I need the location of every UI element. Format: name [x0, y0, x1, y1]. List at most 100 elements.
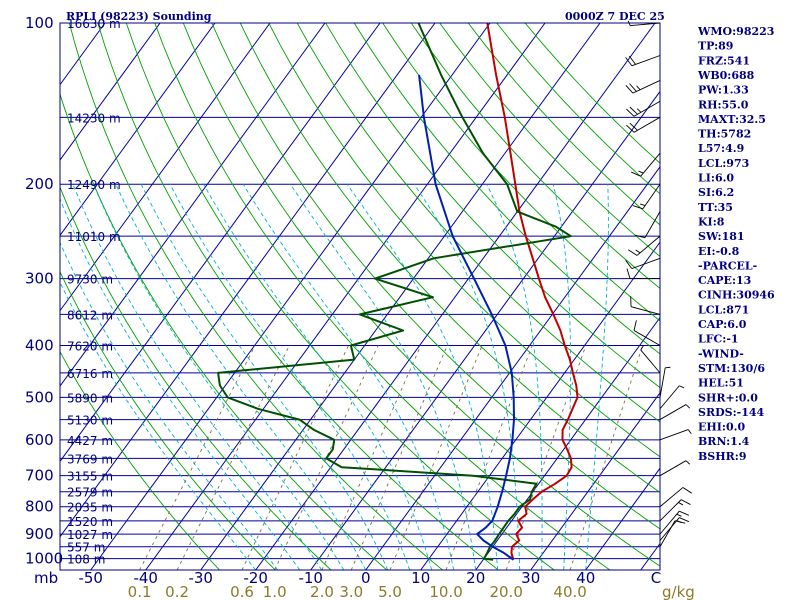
- height-label: 557 m: [67, 541, 105, 555]
- moist-adiabat-line: [72, 184, 323, 570]
- moist-adiabat-line: [290, 183, 477, 570]
- wind-barb: [659, 404, 691, 420]
- wind-barb-feather: [628, 249, 638, 256]
- height-label: 14230 m: [67, 111, 121, 125]
- temperature-tick-label: 0: [361, 569, 371, 587]
- dry-adiabat-line: [125, 23, 555, 570]
- mixing-ratio-label: 10.0: [429, 583, 462, 600]
- isotherm-line: [60, 23, 326, 387]
- dry-adiabat-line: [239, 23, 660, 494]
- pressure-tick-label: 100: [25, 14, 54, 32]
- temperature-tick-label: -50: [78, 569, 103, 587]
- wind-barb-half-feather: [679, 385, 685, 389]
- index-line: BSHR:9: [698, 450, 747, 463]
- height-label: 8612 m: [67, 308, 113, 322]
- wind-barb: [632, 183, 661, 210]
- isotherm-line: [365, 166, 660, 570]
- wind-barb: [625, 55, 661, 67]
- isotherm-line: [475, 316, 660, 570]
- height-label: 2035 m: [67, 501, 113, 515]
- height-label: 1027 m: [67, 528, 113, 542]
- wind-barb-feather: [634, 234, 646, 239]
- wind-barb-half-feather: [678, 502, 684, 506]
- wind-barb: [626, 100, 661, 117]
- wind-barb-half-feather: [685, 404, 691, 409]
- wind-barb-staff: [630, 306, 661, 315]
- wind-barb-half-feather: [627, 20, 631, 26]
- wind-barb: [659, 510, 690, 535]
- moist-adiabat-line: [242, 183, 455, 570]
- pressure-tick-label: 800: [25, 498, 54, 516]
- index-line: CINH:30946: [698, 289, 775, 302]
- height-label: 7620 m: [67, 339, 113, 353]
- index-line: FRZ:541: [698, 54, 750, 67]
- wind-barb-staff: [640, 349, 661, 374]
- index-line: SHR+:0.0: [698, 391, 758, 404]
- wind-barb: [659, 460, 691, 477]
- isotherm-line: [60, 23, 436, 538]
- height-label: 5890 m: [67, 391, 113, 405]
- wind-barb-staff: [640, 152, 661, 177]
- wind-barbs-layer: [625, 20, 692, 547]
- pressure-tick-label: 500: [25, 388, 54, 406]
- wind-barb-staff: [659, 404, 687, 420]
- index-line: PW:1.33: [698, 84, 749, 97]
- index-line: EHI:0.0: [698, 421, 745, 434]
- moist-adiabat-line: [92, 184, 345, 570]
- isotherm-line: [60, 23, 161, 161]
- wind-barb-staff: [632, 80, 661, 94]
- wind-barb-staff: [633, 100, 661, 117]
- wind-barb-feather: [630, 171, 641, 177]
- temperature-tick-label: -40: [133, 569, 158, 587]
- wind-barb-staff: [636, 235, 661, 256]
- dry-adiabat-line: [60, 270, 276, 570]
- mixing-ratio-label: 5.0: [378, 583, 402, 600]
- index-line: LCL:973: [698, 157, 749, 170]
- wind-barb-staff: [659, 385, 680, 410]
- index-line: TH:5782: [698, 128, 751, 141]
- wind-barb-half-feather: [676, 513, 682, 517]
- wind-barb: [625, 257, 661, 270]
- moist-adiabat-line: [552, 184, 572, 570]
- isotherm-line: [60, 23, 381, 463]
- dry-adiabat-line: [154, 23, 611, 570]
- index-line: CAPE:13: [698, 274, 751, 287]
- dry-adiabat-line: [296, 23, 660, 423]
- temperature-tick-label: -30: [188, 569, 213, 587]
- moist-adiabat-line: [346, 183, 499, 570]
- wind-barb: [659, 487, 692, 508]
- wind-barb-staff: [644, 211, 661, 238]
- dry-adiabat-line: [268, 23, 660, 458]
- isotherm-line: [530, 392, 660, 570]
- isotherm-line: [255, 23, 656, 570]
- dry-adiabat-line: [60, 92, 388, 570]
- index-line: WB0:688: [697, 69, 755, 82]
- height-label: 2579 m: [67, 486, 113, 500]
- wind-barb-staff: [630, 22, 661, 27]
- mixing-ratio-label: 3.0: [339, 583, 363, 600]
- moist-adiabat-line: [486, 183, 543, 570]
- wind-barb: [630, 296, 661, 315]
- wind-barb-staff: [659, 520, 676, 547]
- profile-layer: [217, 23, 579, 561]
- isotherm-line: [60, 23, 216, 237]
- isotherm-line: [60, 23, 271, 312]
- pressure-tick-label: 400: [25, 336, 54, 354]
- height-label: 12490 m: [67, 178, 121, 192]
- index-line: -PARCEL-: [698, 259, 757, 272]
- wind-barb-staff: [631, 257, 661, 270]
- wind-barb-staff: [659, 510, 680, 535]
- wind-barb: [640, 345, 661, 374]
- wind-barb-half-feather: [635, 249, 641, 254]
- dry-adiabat-line: [60, 185, 332, 570]
- wind-barb-feather: [632, 205, 643, 210]
- wind-barb: [627, 20, 661, 27]
- mixing-ratio-label: 0.2: [165, 583, 189, 600]
- height-label: 108 m: [67, 553, 105, 567]
- pressure-tick-label: 600: [25, 431, 54, 449]
- wind-barb-half-feather: [687, 429, 692, 435]
- mixing-ratio-line: [321, 345, 422, 570]
- mixing-ratio-line: [445, 345, 533, 570]
